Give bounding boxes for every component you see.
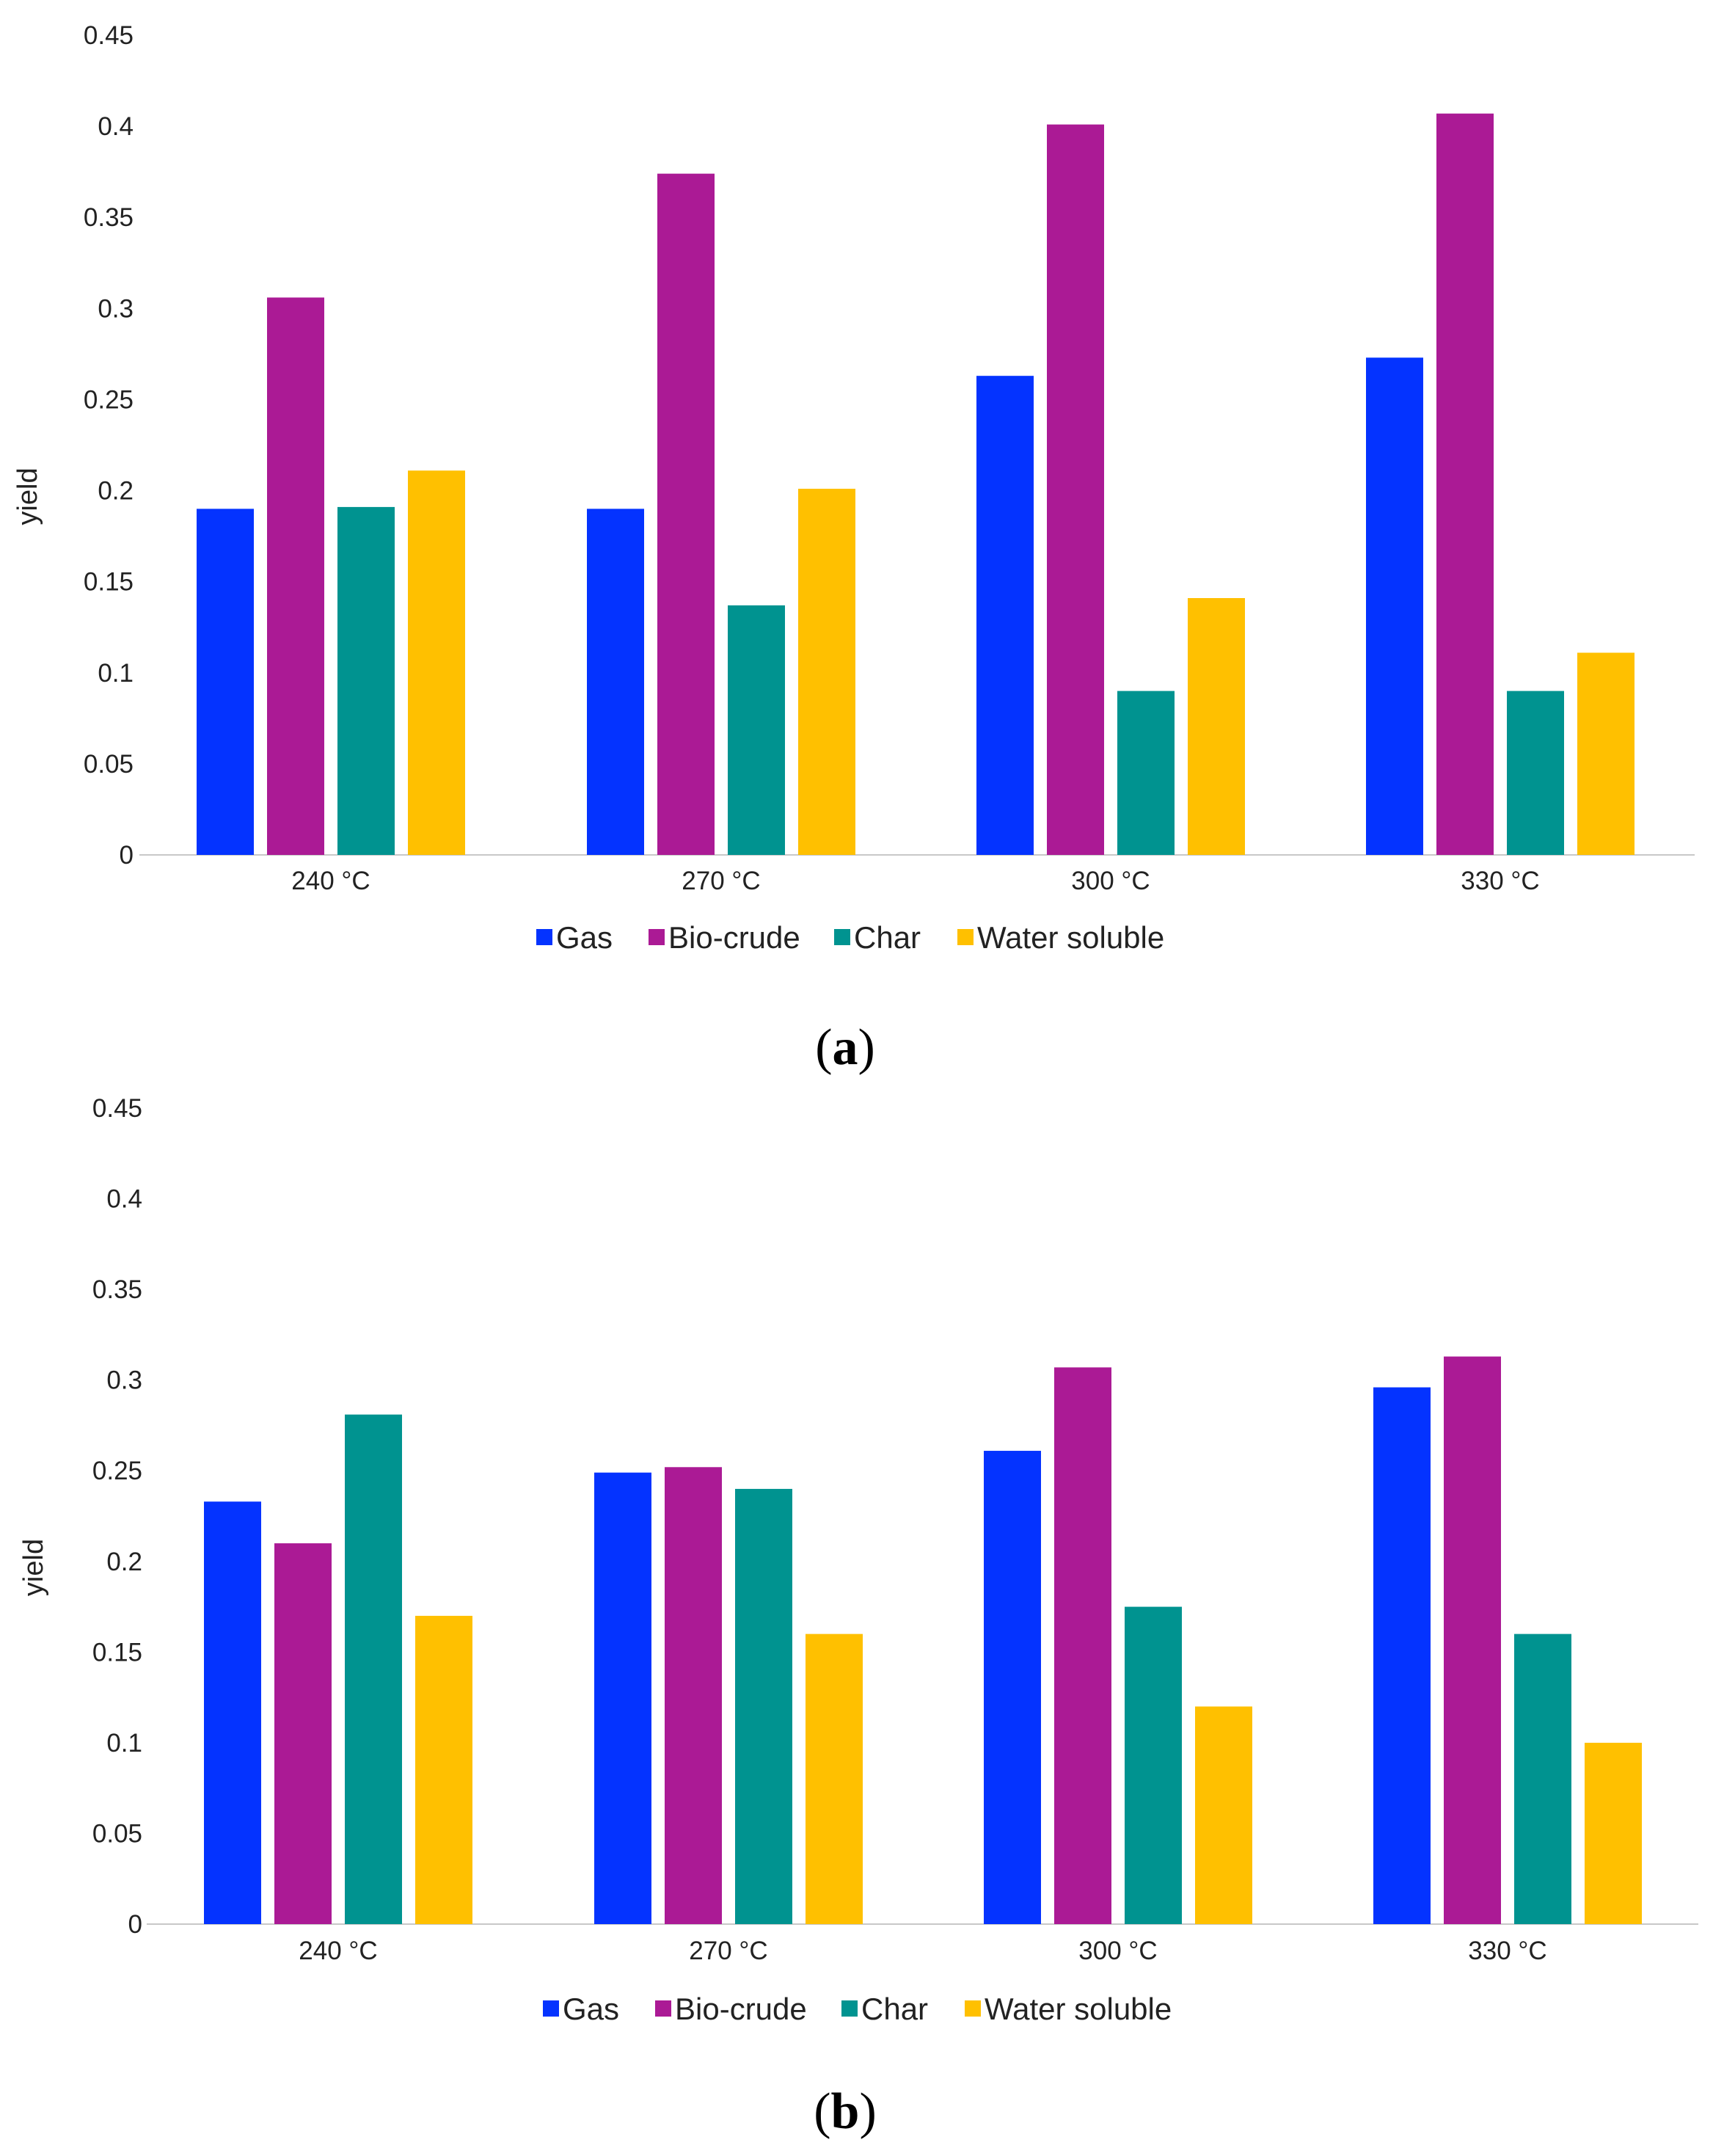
bar-char-2: [1125, 1606, 1182, 1924]
legend-label: Gas: [556, 920, 613, 955]
legend-label: Char: [861, 1992, 928, 2026]
y-tick-label: 0.2: [106, 1548, 142, 1576]
y-tick-label: 0.25: [84, 385, 134, 414]
panel-label-letter: b: [831, 2083, 860, 2140]
bar-bio-crude-0: [274, 1543, 332, 1924]
legend-swatch: [834, 929, 850, 945]
bar-gas-1: [587, 509, 644, 855]
y-tick-label: 0.35: [84, 203, 134, 232]
legend-swatch: [957, 929, 974, 945]
bar-char-0: [345, 1414, 402, 1924]
panel-label: (a): [815, 1019, 875, 1076]
bar-bio-crude-1: [665, 1467, 722, 1924]
bar-char-0: [337, 506, 395, 855]
y-axis-title: yield: [12, 467, 43, 525]
x-tick-label: 300 °C: [1071, 867, 1150, 895]
y-tick-label: 0.1: [106, 1729, 142, 1758]
bar-char-2: [1117, 691, 1175, 855]
y-tick-label: 0: [128, 1910, 142, 1939]
bar-gas-0: [204, 1501, 261, 1924]
legend-label: Gas: [563, 1992, 619, 2026]
legend-swatch: [543, 2000, 559, 2017]
y-tick-label: 0.2: [98, 477, 134, 506]
y-axis-title: yield: [18, 1539, 49, 1596]
legend-label: Bio-crude: [675, 1992, 807, 2026]
y-tick-label: 0.3: [106, 1366, 142, 1395]
legend-swatch: [655, 2000, 671, 2017]
legend-swatch: [841, 2000, 858, 2017]
bar-bio-crude-3: [1444, 1356, 1501, 1924]
bar-gas-0: [197, 509, 254, 855]
chart-panel-b: 0 0.05 0.1 0.15 0.2 0.25 0.3 0.35 0.4 0.45 yield 24…: [18, 1094, 1698, 2140]
y-tick-label: 0: [120, 841, 134, 870]
x-tick-label: 330 °C: [1468, 1937, 1546, 1965]
legend-swatch: [536, 929, 552, 945]
y-tick-label: 0.45: [84, 21, 134, 50]
bar-bio-crude-1: [657, 173, 715, 855]
legend-label: Bio-crude: [668, 920, 800, 955]
bar-gas-2: [976, 376, 1034, 855]
x-tick-label: 270 °C: [682, 867, 760, 895]
bar-water-soluble-0: [408, 470, 465, 855]
bar-water-soluble-3: [1585, 1742, 1642, 1924]
bar-water-soluble-0: [415, 1615, 472, 1924]
y-tick-label: 0.1: [98, 659, 134, 688]
chart-panel-a: 0 0.05 0.1 0.15 0.2 0.25 0.3 0.35 0.4 0.45 yield 24…: [12, 21, 1695, 1076]
bar-gas-3: [1373, 1387, 1431, 1924]
bar-water-soluble-2: [1195, 1706, 1252, 1924]
x-tick-label: 300 °C: [1078, 1937, 1157, 1965]
y-tick-label: 0.05: [84, 750, 134, 779]
bar-bio-crude-2: [1047, 124, 1104, 855]
x-tick-label: 240 °C: [291, 867, 370, 895]
y-tick-label: 0.4: [98, 112, 134, 141]
bar-water-soluble-3: [1577, 652, 1635, 855]
panel-label: (b): [814, 2083, 877, 2140]
bar-char-3: [1514, 1634, 1571, 1924]
bar-water-soluble-2: [1188, 598, 1245, 855]
y-tick-label: 0.3: [98, 294, 134, 323]
legend-swatch: [649, 929, 665, 945]
bar-water-soluble-1: [798, 489, 855, 855]
bar-bio-crude-3: [1436, 113, 1494, 856]
legend-label: Char: [854, 920, 921, 955]
bar-gas-1: [594, 1472, 651, 1924]
y-tick-label: 0.15: [84, 568, 134, 597]
legend-swatch: [965, 2000, 981, 2017]
bar-char-1: [728, 605, 785, 855]
y-tick-label: 0.35: [92, 1275, 142, 1304]
y-tick-label: 0.25: [92, 1457, 142, 1485]
x-tick-label: 270 °C: [689, 1937, 767, 1965]
x-tick-label: 330 °C: [1461, 867, 1539, 895]
bar-gas-2: [984, 1451, 1041, 1924]
y-tick-label: 0.45: [92, 1094, 142, 1123]
x-tick-label: 240 °C: [299, 1937, 377, 1965]
panel-label-letter: a: [833, 1019, 858, 1076]
legend-label: Water soluble: [985, 1992, 1172, 2026]
bar-gas-3: [1366, 357, 1423, 855]
bar-char-3: [1507, 691, 1564, 855]
y-tick-label: 0.15: [92, 1638, 142, 1667]
legend-label: Water soluble: [977, 920, 1164, 955]
y-tick-label: 0.05: [92, 1819, 142, 1848]
y-tick-label: 0.4: [106, 1185, 142, 1214]
bar-bio-crude-0: [267, 297, 324, 855]
bar-water-soluble-1: [806, 1634, 863, 1924]
bar-char-1: [735, 1488, 792, 1924]
bar-bio-crude-2: [1054, 1367, 1111, 1924]
